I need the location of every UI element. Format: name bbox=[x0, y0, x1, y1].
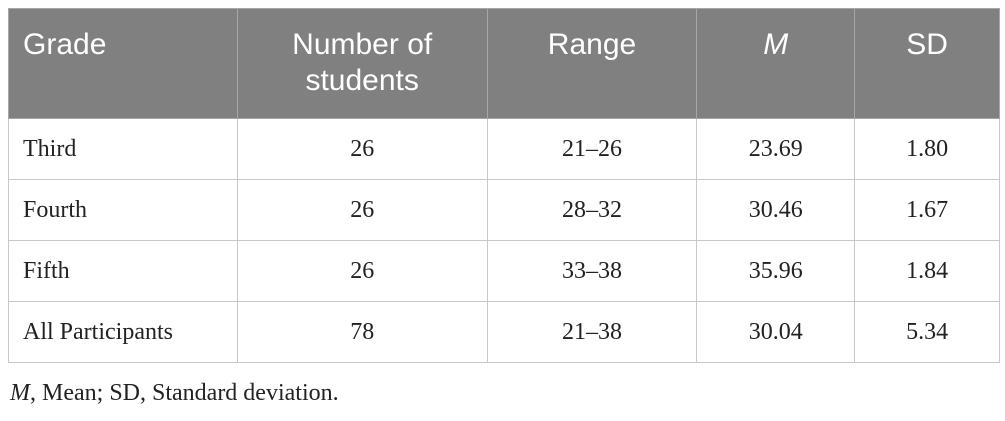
table-cell: 23.69 bbox=[696, 118, 856, 180]
table-cell: 78 bbox=[236, 301, 488, 363]
table-cell: Fourth bbox=[8, 179, 238, 241]
table-cell: 5.34 bbox=[854, 301, 1000, 363]
header-cell: SD bbox=[854, 8, 1000, 119]
table-row: Fourth 26 28–32 30.46 1.67 bbox=[8, 179, 1000, 241]
footnote-symbol: M bbox=[10, 380, 30, 406]
table-cell: Fifth bbox=[8, 240, 238, 302]
table-cell: 30.46 bbox=[696, 179, 856, 241]
table-body: Third 26 21–26 23.69 1.80 Fourth 26 28–32 30.46 1… bbox=[8, 118, 1000, 363]
table-cell: Third bbox=[8, 118, 238, 180]
header-text: Number of students bbox=[292, 28, 433, 97]
table-row: Third 26 21–26 23.69 1.80 bbox=[8, 118, 1000, 180]
table-cell: 21–38 bbox=[486, 301, 698, 363]
footnote: M, Mean; SD, Standard deviation. bbox=[10, 380, 339, 407]
header-row: Grade Number of students Range M SD bbox=[8, 8, 1000, 119]
table-cell: 28–32 bbox=[486, 179, 698, 241]
table-cell: All Participants bbox=[8, 301, 238, 363]
table-cell: 30.04 bbox=[696, 301, 856, 363]
table-row: All Participants 78 21–38 30.04 5.34 bbox=[8, 301, 1000, 363]
header-cell: Grade bbox=[8, 8, 238, 119]
table-cell: 26 bbox=[236, 240, 488, 302]
table-row: Fifth 26 33–38 35.96 1.84 bbox=[8, 240, 1000, 302]
data-table: Grade Number of students Range M SD Thir… bbox=[8, 8, 1000, 363]
table-cell: 1.84 bbox=[854, 240, 1000, 302]
table-cell: 33–38 bbox=[486, 240, 698, 302]
table-cell: 1.80 bbox=[854, 118, 1000, 180]
footnote-text: , Mean; SD, Standard deviation. bbox=[30, 380, 339, 406]
header-cell: Range bbox=[486, 8, 698, 119]
header-cell: M bbox=[696, 8, 856, 119]
table-cell: 1.67 bbox=[854, 179, 1000, 241]
table-cell: 21–26 bbox=[486, 118, 698, 180]
header-cell: Number of students bbox=[236, 8, 488, 119]
table-cell: 35.96 bbox=[696, 240, 856, 302]
table-cell: 26 bbox=[236, 179, 488, 241]
table-cell: 26 bbox=[236, 118, 488, 180]
